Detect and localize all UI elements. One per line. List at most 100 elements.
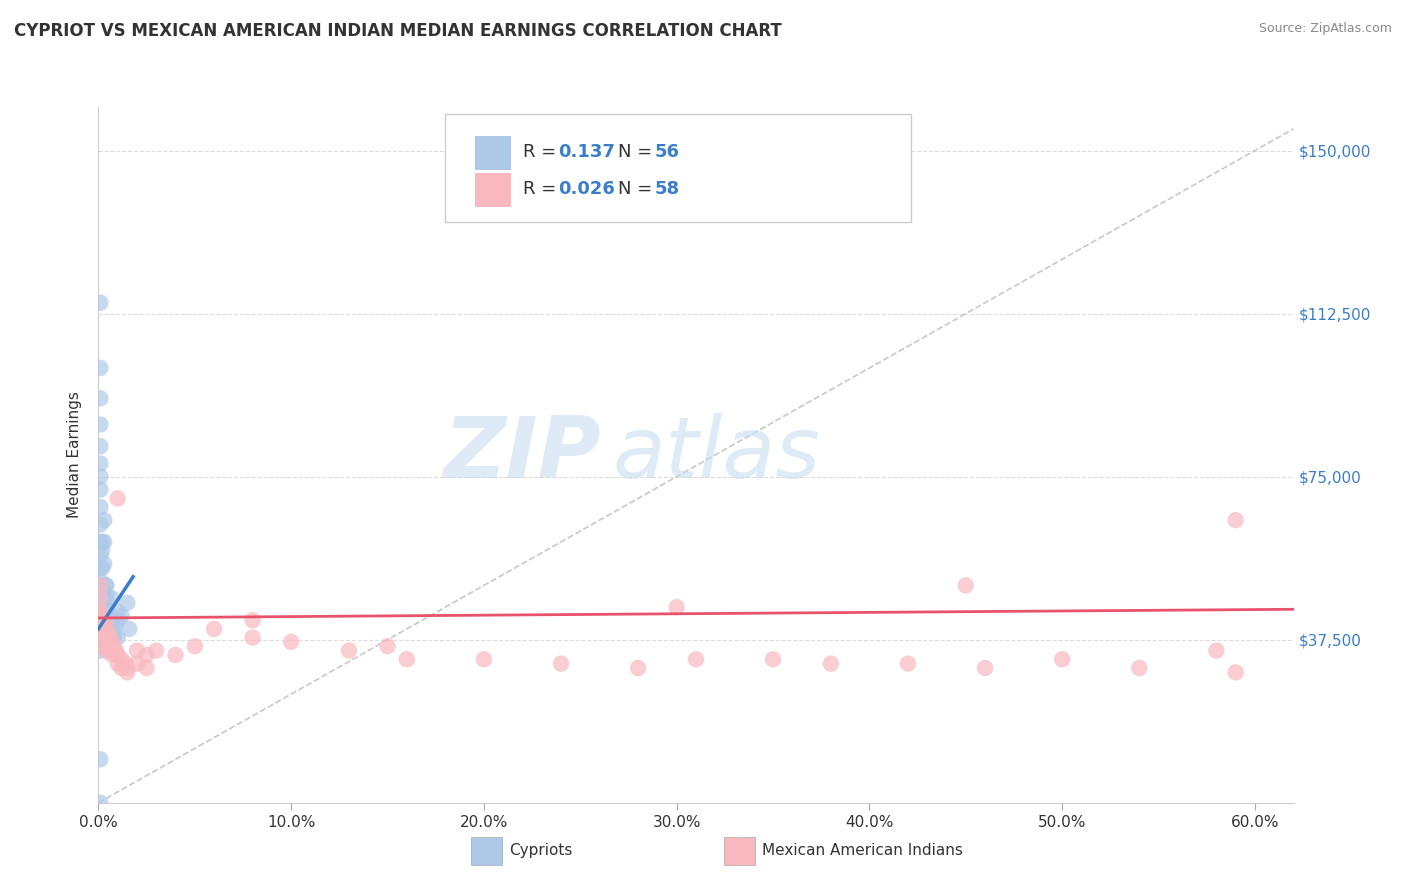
- Point: [93, 626, 115, 640]
- Point: [89, 457, 111, 471]
- FancyBboxPatch shape: [475, 136, 510, 169]
- Text: N =: N =: [619, 144, 658, 161]
- FancyBboxPatch shape: [444, 114, 911, 222]
- Text: N =: N =: [619, 180, 658, 198]
- Text: R =: R =: [523, 180, 561, 198]
- Point: [337, 643, 360, 657]
- Text: 56: 56: [654, 144, 679, 161]
- Point: [820, 657, 842, 671]
- FancyBboxPatch shape: [724, 837, 755, 865]
- Point: [1225, 665, 1247, 680]
- Point: [110, 608, 132, 623]
- Point: [94, 578, 117, 592]
- FancyBboxPatch shape: [475, 173, 510, 207]
- Point: [98, 608, 121, 623]
- Point: [395, 652, 418, 666]
- Point: [94, 587, 117, 601]
- Point: [117, 665, 139, 680]
- Point: [89, 469, 111, 483]
- Point: [165, 648, 187, 662]
- Point: [135, 648, 157, 662]
- Point: [685, 652, 707, 666]
- Point: [117, 661, 139, 675]
- Text: R =: R =: [523, 144, 561, 161]
- Point: [627, 661, 650, 675]
- Point: [98, 631, 121, 645]
- Point: [107, 657, 129, 671]
- Point: [91, 543, 114, 558]
- Point: [89, 605, 111, 619]
- Point: [91, 626, 114, 640]
- Point: [97, 596, 120, 610]
- Point: [98, 643, 121, 657]
- Point: [107, 613, 129, 627]
- Point: [114, 657, 136, 671]
- Point: [103, 639, 125, 653]
- Text: ZIP: ZIP: [443, 413, 600, 497]
- Point: [101, 591, 124, 606]
- Point: [93, 557, 115, 571]
- Point: [242, 613, 264, 627]
- Point: [89, 483, 111, 497]
- Text: Cypriots: Cypriots: [509, 844, 572, 858]
- Point: [89, 591, 111, 606]
- Point: [89, 548, 111, 562]
- Point: [94, 643, 117, 657]
- Point: [89, 643, 111, 657]
- Text: Source: ZipAtlas.com: Source: ZipAtlas.com: [1258, 22, 1392, 36]
- Point: [101, 617, 124, 632]
- FancyBboxPatch shape: [471, 837, 502, 865]
- Point: [89, 578, 111, 592]
- Point: [107, 631, 129, 645]
- Point: [472, 652, 495, 666]
- Point: [93, 613, 115, 627]
- Point: [118, 622, 141, 636]
- Point: [550, 657, 572, 671]
- Text: Mexican American Indians: Mexican American Indians: [762, 844, 963, 858]
- Point: [89, 622, 111, 636]
- Point: [762, 652, 785, 666]
- Point: [93, 639, 115, 653]
- Point: [89, 361, 111, 376]
- Point: [184, 639, 207, 653]
- Point: [125, 643, 148, 657]
- Point: [89, 295, 111, 310]
- Point: [101, 635, 124, 649]
- Point: [89, 796, 111, 810]
- Point: [89, 439, 111, 453]
- Point: [89, 587, 111, 601]
- Text: 0.137: 0.137: [558, 144, 616, 161]
- Point: [89, 639, 111, 653]
- Text: CYPRIOT VS MEXICAN AMERICAN INDIAN MEDIAN EARNINGS CORRELATION CHART: CYPRIOT VS MEXICAN AMERICAN INDIAN MEDIA…: [14, 22, 782, 40]
- Point: [97, 622, 120, 636]
- Point: [125, 657, 148, 671]
- Point: [1050, 652, 1073, 666]
- Point: [135, 661, 157, 675]
- Point: [94, 613, 117, 627]
- Point: [93, 600, 115, 615]
- Point: [89, 517, 111, 532]
- Point: [377, 639, 399, 653]
- Point: [93, 587, 115, 601]
- Point: [89, 631, 111, 645]
- Point: [91, 631, 114, 645]
- Point: [89, 574, 111, 588]
- Point: [97, 608, 120, 623]
- Point: [103, 631, 125, 645]
- Point: [107, 648, 129, 662]
- Point: [117, 596, 139, 610]
- Point: [242, 631, 264, 645]
- Point: [98, 622, 121, 636]
- Point: [98, 631, 121, 645]
- Point: [89, 752, 111, 766]
- Point: [110, 652, 132, 666]
- Point: [89, 392, 111, 406]
- Point: [202, 622, 225, 636]
- Point: [89, 500, 111, 514]
- Point: [107, 491, 129, 506]
- Point: [1225, 513, 1247, 527]
- Point: [955, 578, 977, 592]
- Point: [665, 600, 688, 615]
- Point: [103, 626, 125, 640]
- Point: [897, 657, 920, 671]
